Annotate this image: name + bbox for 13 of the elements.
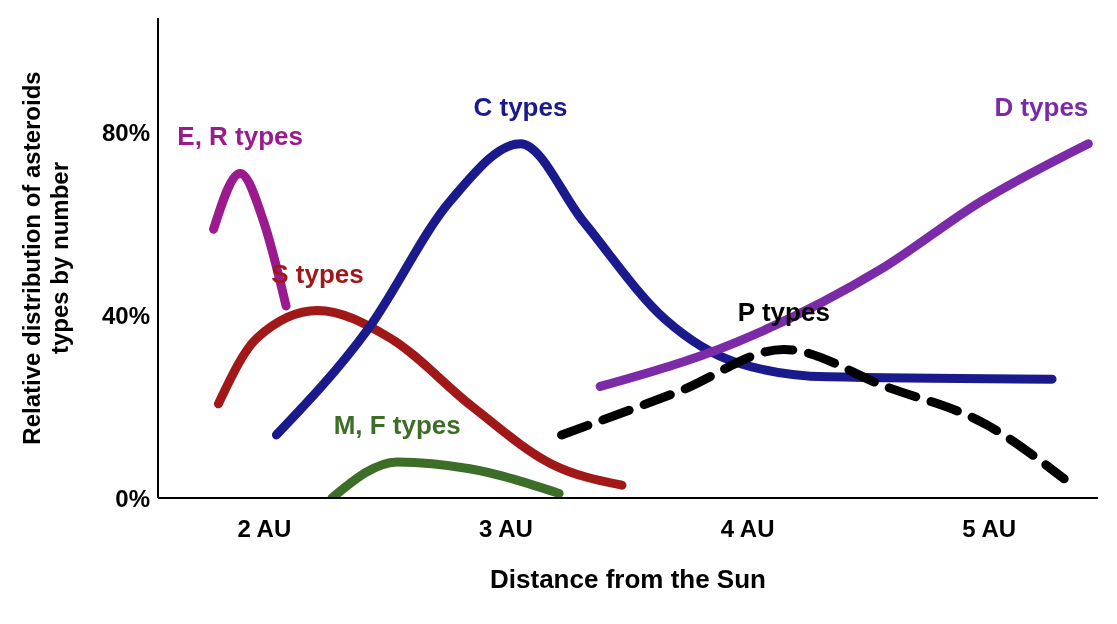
y-tick-label: 80% xyxy=(101,118,150,146)
series-label: C types xyxy=(473,91,568,122)
x-tick-label: 2 AU xyxy=(237,515,292,543)
y-axis-title: Relative distribution of asteroids types by number xyxy=(18,71,73,445)
x-tick-label: 4 AU xyxy=(720,515,775,543)
series-label: E, R types xyxy=(177,121,304,152)
y-tick-label: 0% xyxy=(115,484,150,512)
x-tick-label: 3 AU xyxy=(479,515,533,543)
y-tick-label: 40% xyxy=(101,301,150,329)
series-label: D types xyxy=(994,91,1089,122)
x-axis-title: Distance from the Sun xyxy=(490,564,766,594)
x-tick-label: 5 AU xyxy=(962,515,1017,543)
series-label: M, F types xyxy=(333,409,461,440)
